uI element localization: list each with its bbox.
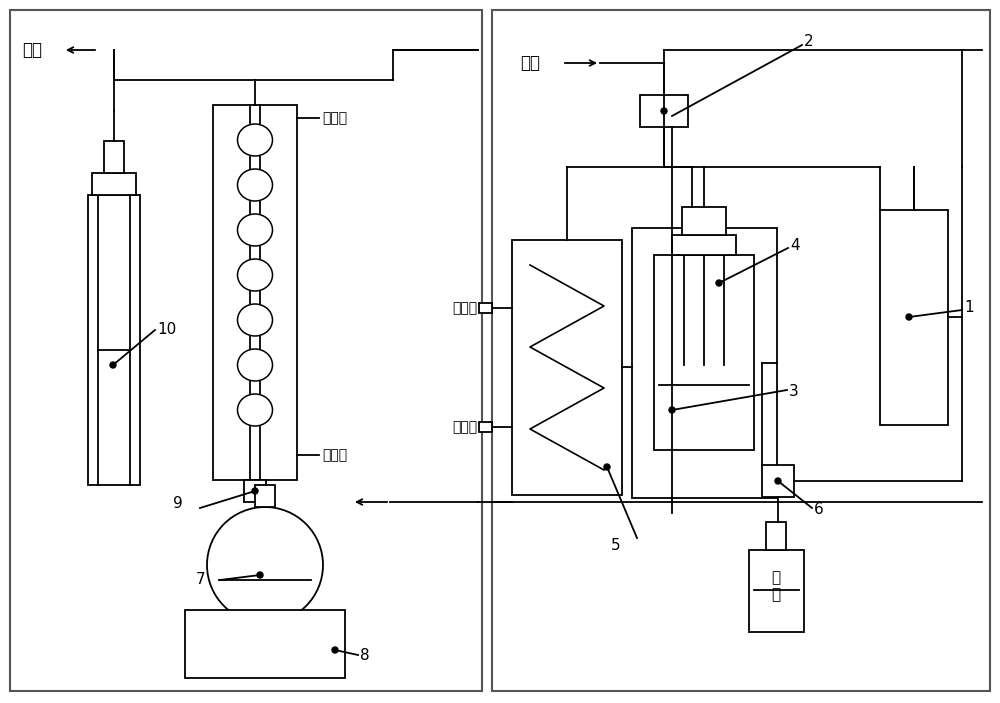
Ellipse shape bbox=[238, 214, 272, 246]
Bar bbox=[766, 522, 786, 550]
Circle shape bbox=[252, 488, 258, 494]
Text: 6: 6 bbox=[814, 503, 824, 517]
Ellipse shape bbox=[238, 169, 272, 201]
Circle shape bbox=[661, 108, 667, 114]
Circle shape bbox=[669, 407, 675, 413]
Bar bbox=[749, 550, 804, 632]
Bar bbox=[654, 255, 754, 450]
Text: 7: 7 bbox=[195, 572, 205, 588]
Circle shape bbox=[906, 314, 912, 320]
Bar bbox=[88, 195, 140, 485]
Text: 1: 1 bbox=[964, 300, 974, 316]
Bar bbox=[762, 465, 794, 497]
Bar bbox=[92, 173, 136, 195]
Circle shape bbox=[775, 478, 781, 484]
Bar bbox=[682, 207, 726, 235]
Text: 冷水出: 冷水出 bbox=[452, 301, 477, 315]
Bar bbox=[104, 141, 124, 173]
Text: 氮气: 氮气 bbox=[520, 54, 540, 72]
Text: 盐
酸: 盐 酸 bbox=[771, 570, 781, 602]
Circle shape bbox=[207, 507, 323, 623]
Circle shape bbox=[332, 647, 338, 653]
Text: 冷水入: 冷水入 bbox=[322, 448, 347, 462]
Text: 10: 10 bbox=[157, 323, 176, 337]
Circle shape bbox=[716, 280, 722, 286]
Text: 8: 8 bbox=[360, 647, 370, 662]
Bar bbox=[185, 610, 345, 678]
Bar bbox=[479, 303, 492, 313]
Text: 4: 4 bbox=[790, 238, 800, 254]
Bar bbox=[512, 240, 622, 495]
Bar bbox=[640, 95, 688, 127]
Text: 5: 5 bbox=[610, 538, 620, 553]
Ellipse shape bbox=[238, 124, 272, 156]
Bar bbox=[213, 105, 297, 480]
Text: 3: 3 bbox=[789, 385, 799, 399]
Ellipse shape bbox=[238, 259, 272, 291]
Bar bbox=[244, 480, 266, 502]
Circle shape bbox=[257, 572, 263, 578]
Ellipse shape bbox=[238, 349, 272, 381]
Circle shape bbox=[110, 362, 116, 368]
Bar bbox=[672, 235, 736, 255]
Text: 2: 2 bbox=[804, 34, 814, 49]
Ellipse shape bbox=[238, 394, 272, 426]
Ellipse shape bbox=[238, 304, 272, 336]
Bar bbox=[479, 422, 492, 432]
Bar bbox=[10, 10, 482, 691]
Text: 冷水入: 冷水入 bbox=[452, 420, 477, 434]
Text: 9: 9 bbox=[173, 496, 183, 510]
Circle shape bbox=[604, 464, 610, 470]
Text: 冷水出: 冷水出 bbox=[322, 111, 347, 125]
Bar bbox=[255, 485, 275, 507]
Text: 大气: 大气 bbox=[22, 41, 42, 59]
Bar bbox=[492, 10, 990, 691]
Bar bbox=[880, 210, 948, 425]
Bar bbox=[632, 228, 777, 498]
